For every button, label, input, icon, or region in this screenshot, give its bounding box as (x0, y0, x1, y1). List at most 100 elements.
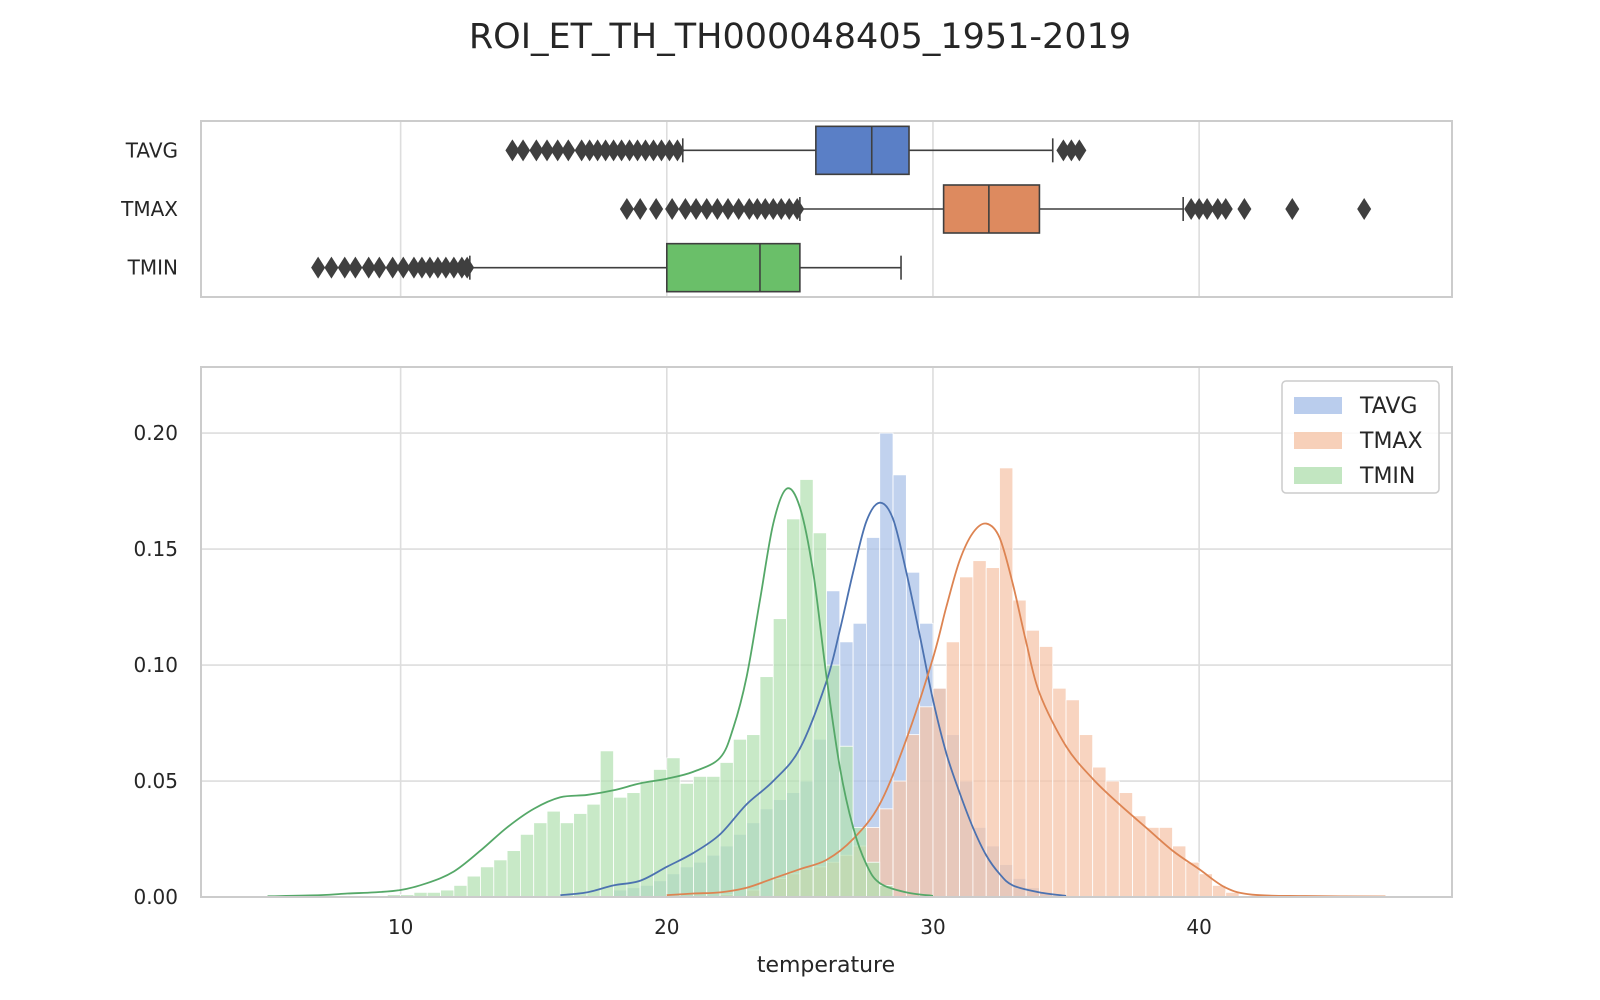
outlier-tmin-6 (385, 256, 400, 279)
bar-tmin-14 (573, 813, 588, 898)
bar-tmin-20 (653, 769, 668, 898)
outlier-tavg-2 (529, 139, 544, 162)
outlier-tavg-10 (606, 139, 621, 162)
bar-tmax-31 (1158, 827, 1173, 898)
outlier-tmin-0 (311, 256, 326, 279)
outlier-tmax-16 (790, 198, 805, 220)
boxplot-category-labels: TAVG TMAX TMIN (120, 138, 178, 279)
outlier-tmax-11 (750, 198, 765, 220)
outlier-tmin-3 (348, 256, 363, 279)
bars-tmin (386, 479, 894, 898)
outlier-tmax-14 (774, 198, 789, 220)
x-tick-label-1: 20 (654, 915, 679, 939)
y-tick-label-1: 0.05 (133, 769, 178, 793)
outlier-tavg-8 (590, 139, 605, 162)
outlier-tmin-12 (438, 256, 453, 279)
bar-tmax-22 (1039, 646, 1054, 898)
y-tick-label-3: 0.15 (133, 537, 178, 561)
bar-tmax-23 (1052, 687, 1067, 898)
legend-items: TAVG TMAX TMIN (1294, 394, 1423, 489)
bar-tmin-11 (533, 822, 548, 898)
y-tick-label-4: 0.20 (133, 421, 178, 445)
bar-tmin-9 (506, 850, 521, 898)
legend-label-tmin: TMIN (1359, 464, 1415, 489)
outlier-tmin-13 (446, 256, 461, 279)
kde-tmax (666, 522, 1386, 898)
bar-tmax-13 (919, 706, 934, 898)
bar-tmax-29 (1132, 815, 1147, 898)
bar-tmin-5 (453, 885, 468, 898)
outlier-tavg-18 (670, 139, 685, 162)
histogram-x-tick-labels: 10 20 30 40 (388, 915, 1212, 939)
bar-tmax-18 (985, 567, 1000, 898)
bar-tmax-14 (932, 687, 947, 898)
bar-tmax-11 (892, 780, 907, 898)
outlier-tmin-10 (422, 256, 437, 279)
outlier-tavg-17 (662, 139, 677, 162)
outlier-tavg-13 (630, 139, 645, 162)
outlier-tmax-12 (758, 198, 773, 220)
outlier-tavg-12 (622, 139, 637, 162)
kde-tmin (267, 487, 934, 898)
outlier-tmin-5 (372, 256, 387, 279)
outlier-tavg-4 (550, 139, 565, 162)
bar-tmin-10 (520, 833, 535, 898)
legend-label-tmax: TMAX (1359, 429, 1423, 454)
x-axis-label: temperature (757, 953, 895, 978)
bar-tmax-15 (945, 641, 960, 898)
outlier-tavg-6 (574, 139, 589, 162)
outlier-tmax-8 (721, 198, 736, 220)
outlier-tavg-21 (1072, 139, 1087, 162)
bar-tmax-25 (1078, 734, 1094, 898)
bar-tmin-33 (826, 664, 841, 898)
legend: TAVG TMAX TMIN (1281, 380, 1440, 494)
histogram-panel: 0.00 0.05 0.10 0.15 0.20 10 20 30 40 temperatur… (133, 366, 1453, 978)
outlier-tavg-5 (561, 139, 576, 162)
outlier-tavg-7 (582, 139, 597, 162)
bar-tmax-12 (905, 734, 921, 898)
histogram-y-tick-labels: 0.00 0.05 0.10 0.15 0.20 (133, 421, 178, 909)
bar-tmin-22 (679, 782, 694, 898)
bar-tmax-16 (959, 576, 974, 898)
outlier-tavg-3 (540, 139, 555, 162)
bar-tmax-28 (1118, 792, 1133, 898)
boxplot-panel: TAVG TMAX TMIN (120, 120, 1453, 298)
outlier-tmax-20 (1210, 198, 1225, 220)
bar-tmin-8 (493, 859, 508, 898)
outlier-tmax-1 (633, 198, 648, 220)
outlier-tmax-10 (742, 198, 757, 220)
outlier-tmax-5 (689, 198, 704, 220)
histogram-bars (386, 432, 1240, 898)
box-tmax (619, 184, 1372, 234)
legend-swatch-tavg (1294, 397, 1342, 414)
outlier-tavg-1 (516, 139, 531, 162)
bar-tmax-17 (972, 560, 987, 898)
legend-swatch-tmin (1294, 467, 1342, 484)
histogram-border (200, 366, 1453, 898)
bar-tmin-23 (693, 775, 708, 898)
bar-tmin-12 (546, 810, 561, 898)
x-tick-label-0: 10 (388, 915, 413, 939)
outlier-tmin-9 (414, 256, 429, 279)
outlier-tmax-18 (1192, 198, 1207, 220)
chart-title: ROI_ET_TH_TH000048405_1951-2019 (469, 17, 1131, 57)
outlier-tavg-20 (1064, 139, 1079, 162)
outlier-tmax-2 (649, 198, 664, 220)
bar-tmin-4 (440, 889, 455, 898)
outlier-tmax-23 (1285, 198, 1300, 220)
bar-tmin-13 (559, 822, 575, 898)
bar-tmax-32 (1172, 845, 1187, 898)
outlier-tmin-1 (324, 256, 339, 279)
iqr-box-tmin (665, 242, 801, 293)
box-label-tmax: TMAX (120, 197, 178, 221)
boxplot-border (200, 120, 1453, 298)
outlier-tmax-6 (699, 198, 714, 220)
outlier-tmax-21 (1218, 198, 1233, 220)
outlier-tmin-15 (460, 256, 475, 279)
outlier-tavg-0 (505, 139, 520, 162)
outlier-tmin-2 (337, 256, 352, 279)
legend-swatch-tmax (1294, 432, 1342, 449)
kde-tavg (560, 501, 1067, 897)
bar-tmax-19 (999, 467, 1014, 898)
